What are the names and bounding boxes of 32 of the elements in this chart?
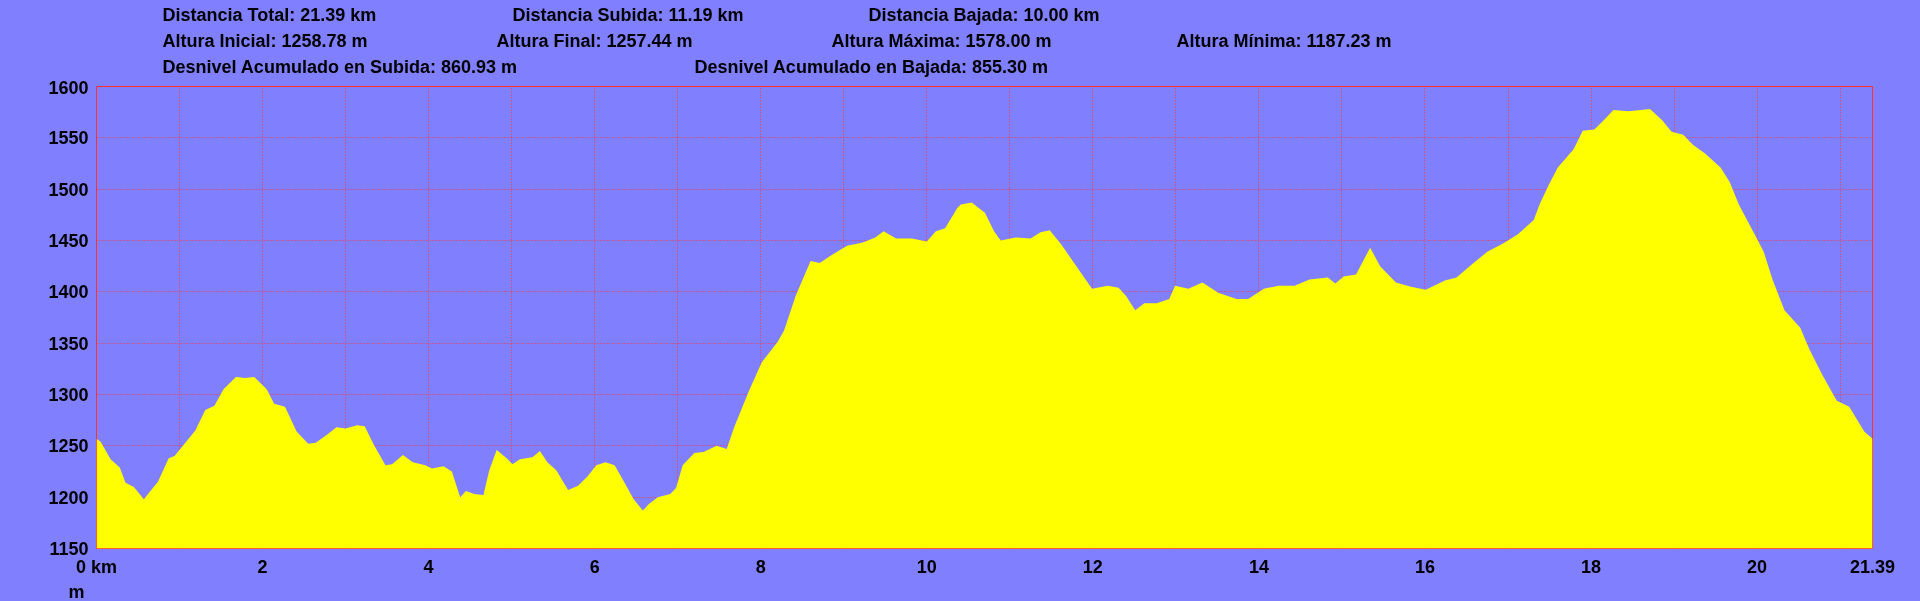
x-tick-label: 18 bbox=[1581, 556, 1602, 577]
x-tick-label: 0 km bbox=[75, 556, 118, 577]
y-tick-label: 1200 bbox=[48, 487, 89, 508]
text: Altura Inicial: 1258.78 m bbox=[162, 30, 368, 51]
y-tick-label: 1450 bbox=[48, 231, 89, 251]
text: Altura Mínima: 1187.23 m bbox=[1176, 30, 1392, 51]
y-tick-label: 1250 bbox=[48, 436, 89, 457]
text: Distancia Total: 21.39 km bbox=[162, 4, 377, 25]
x-tick-label: 4 bbox=[423, 556, 434, 577]
x-tick-label: 6 bbox=[589, 556, 600, 577]
text: Desnivel Acumulado en Bajada: 855.30 m bbox=[694, 56, 1048, 77]
y-tick-label: 1550 bbox=[48, 128, 89, 149]
x-tick-label: 14 bbox=[1248, 556, 1269, 577]
x-tick-label: 8 bbox=[755, 556, 766, 577]
y-tick-label: 1500 bbox=[48, 179, 89, 200]
text: Desnivel Acumulado en Subida: 860.93 m bbox=[162, 56, 517, 77]
y-tick-label: 1350 bbox=[48, 333, 89, 354]
x-tick-label: 12 bbox=[1082, 556, 1103, 577]
text: Altura Final: 1257.44 m bbox=[496, 30, 693, 51]
y-tick-label: 1600 bbox=[48, 77, 89, 98]
y-tick-label: 1400 bbox=[48, 282, 89, 303]
text: Distancia Subida: 11.19 km bbox=[512, 4, 744, 25]
text: Altura Máxima: 1578.00 m bbox=[831, 30, 1052, 51]
x-tick-label: 2 bbox=[257, 556, 268, 577]
y-tick-label: 1150 bbox=[49, 539, 89, 559]
y-axis-title: m bbox=[68, 581, 85, 601]
y-tick-label: 1300 bbox=[48, 385, 89, 405]
x-tick-label: 21.39 bbox=[1849, 556, 1896, 577]
x-tick-label: 20 bbox=[1747, 556, 1768, 577]
x-tick-label: 16 bbox=[1414, 556, 1435, 577]
x-tick-label: 10 bbox=[916, 556, 937, 577]
text: Distancia Bajada: 10.00 km bbox=[868, 4, 1100, 25]
